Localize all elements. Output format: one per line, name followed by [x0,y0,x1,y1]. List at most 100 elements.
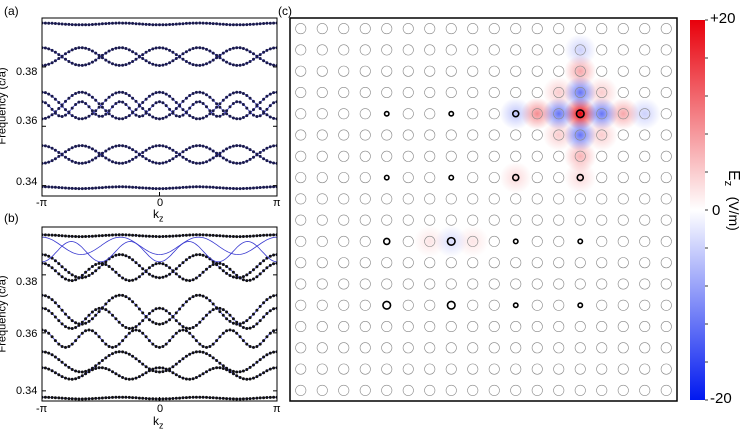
panel-b-band-3-point [201,270,205,274]
lattice-rod [381,44,393,56]
panel-a-band-8-point [238,144,242,148]
lattice-rod [531,257,543,269]
panel-a-band-6-point [265,107,269,111]
panel-a-band-0-point [168,186,172,190]
panel-b-band-3-point [231,270,235,274]
colorbar-unit: (V/m) [726,196,742,231]
lattice-rod [488,23,500,35]
panel-a-band-8-point [97,151,101,155]
panel-a-band-5-point [70,94,74,97]
panel-a-band-0-point [235,187,239,191]
lattice-rod [639,342,651,354]
panel-a-band-2-point [231,63,235,67]
panel-b-band-3-point [235,273,239,277]
panel-a-band-8-point [248,148,252,152]
lattice-rod [510,342,522,354]
panel-b-band-8-point [134,376,138,380]
panel-b-band-3-point [161,262,165,266]
panel-a-band-6-point [64,113,67,117]
lattice-rod [467,299,479,311]
panel-a-band-5-point [158,90,161,94]
panel-b-band-6-point [84,329,88,333]
panel-b-band-6-point [255,345,259,348]
panel-a-band-8-point [268,160,272,164]
panel-a-band-6-point [241,103,245,106]
panel-b-band-7-point [111,352,114,356]
panel-b-band-2-point [221,269,225,273]
panel-b-band-4-point [184,300,188,304]
panel-a-band-7-point [168,159,172,163]
panel-a-band-2-point [181,52,185,56]
lattice-rod [596,44,608,56]
panel-b-band-4-point [161,322,165,326]
panel-a-band-4-point [100,102,104,106]
defect-rod [448,110,455,117]
panel-a-band-2-point [198,46,202,50]
lattice-rod [295,363,307,375]
panel-a-band-5-point [124,116,128,119]
panel-b-band-7-point [181,357,185,361]
panel-b-band-6-point [164,342,168,346]
panel-a-band-1-point [64,22,67,26]
panel-a-band-5-point [245,94,249,97]
panel-b-band-4-point [221,313,225,317]
panel-a-band-7-point [114,144,118,148]
panel-b-band-2-point [188,255,192,259]
panel-b-band-2-point [57,262,61,266]
panel-b-band-2-point [218,266,222,270]
panel-a-band-2-point [151,62,155,66]
panel-b-band-5-point [141,319,145,323]
panel-b-band-3-point [221,263,225,266]
panel-a-band-7-point [158,161,161,165]
panel-a-band-4-point [194,90,198,94]
lattice-rod [467,384,479,396]
panel-a-band-5-point [111,114,114,118]
panel-a-band-3-point [43,63,47,67]
panel-b-band-4-point [228,319,232,323]
panel-a-band-0-point [205,185,208,189]
panel-b-band-2-point [67,271,71,274]
panel-b-band-0-point [137,396,141,400]
panel-b-band-6-point [208,345,212,348]
panel-b-band-5-point [124,326,128,329]
lattice-rod [510,129,522,141]
panel-a-band-6-point [211,112,215,116]
panel-b-band-0-point [111,395,114,399]
lattice-rod [488,299,500,311]
panel-a-band-5-point [221,98,225,102]
panel-a-label: (a) [4,4,19,18]
panel-b-band-0-point [100,396,104,400]
lattice-rod [488,65,500,77]
panel-a-band-4-point [241,116,245,119]
panel-a-band-7-point [124,144,128,148]
lattice-rod [510,44,522,56]
panel-b-band-1-point [201,233,205,237]
panel-b-band-6-point [184,329,188,333]
panel-a-band-line-2 [42,47,277,66]
panel-a-band-3-point [87,47,91,51]
panel-a-band-1-point [80,23,84,27]
panel-b-band-8-point [184,377,188,381]
defect-rod [382,237,391,246]
panel-a-band-3-point [121,63,125,67]
panel-a-band-7-point [97,154,101,158]
panel-a-band-6-point [53,111,57,115]
lattice-rod [510,363,522,375]
panel-b-band-5-point [235,320,239,324]
lattice-rod [424,108,436,120]
lattice-rod [488,129,500,141]
lattice-rod [553,278,565,290]
panel-b-band-6-point [154,345,158,348]
panel-a-band-8-point [77,144,81,148]
panel-a-band-8-point [174,151,178,154]
lattice-rod [338,172,350,184]
panel-a-band-2-point [64,57,67,61]
panel-b-band-8-point [104,367,108,370]
panel-a-band-3-point [205,62,208,66]
panel-b-band-6-point [80,331,84,335]
panel-b-band-2-point [235,276,239,280]
lattice-rod [467,108,479,120]
lattice-rod [316,299,328,311]
panel-a-band-3-point [50,61,54,65]
panel-b-band-2-point [94,269,98,273]
